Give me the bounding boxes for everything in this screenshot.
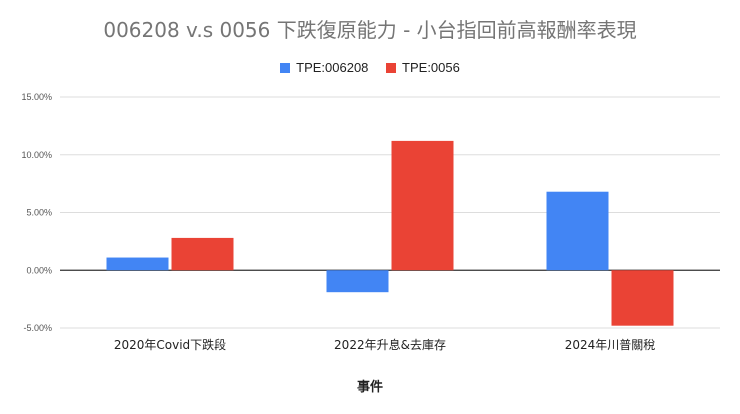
y-tick-label: 15.00% [21, 92, 52, 102]
x-axis-label: 事件 [356, 380, 383, 395]
legend-item-0056: TPE:0056 [386, 60, 460, 75]
bar-006208-0 [106, 257, 169, 271]
x-axis-categories: 2020年Covid下跌段 2022年升息&去庫存 2024年川普關稅 [114, 337, 655, 352]
bars [106, 140, 674, 326]
bar-006208-1 [326, 270, 389, 293]
legend-item-006208: TPE:006208 [280, 60, 368, 75]
legend-swatch-0056 [386, 62, 397, 73]
chart-title: 006208 v.s 0056 下跌復原能力 - 小台指回前高報酬率表現 [103, 18, 637, 42]
y-tick-label: -5.00% [23, 323, 52, 333]
legend-label-0056: TPE:0056 [402, 60, 460, 75]
y-tick-label: 5.00% [26, 208, 52, 218]
legend-swatch-006208 [280, 62, 291, 73]
legend: TPE:006208 TPE:0056 [0, 60, 740, 76]
gridlines [60, 96, 720, 329]
x-category-label: 2022年升息&去庫存 [334, 337, 446, 352]
y-tick-label: 0.00% [26, 265, 52, 275]
y-axis-ticks: 15.00% 10.00% 5.00% 0.00% -5.00% [21, 92, 52, 333]
bar-006208-2 [546, 191, 609, 271]
x-category-label: 2020年Covid下跌段 [114, 337, 226, 352]
bar-0056-0 [171, 237, 234, 271]
legend-label-006208: TPE:006208 [296, 60, 369, 75]
y-tick-label: 10.00% [21, 150, 52, 160]
x-category-label: 2024年川普關稅 [565, 338, 656, 352]
bar-0056-1 [391, 140, 454, 271]
bar-0056-2 [611, 270, 674, 326]
